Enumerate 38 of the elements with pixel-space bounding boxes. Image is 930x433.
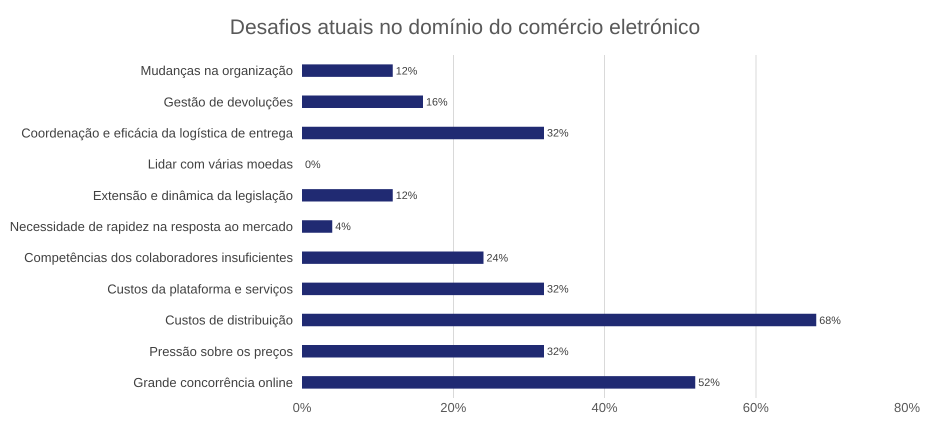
- bar: [302, 251, 484, 264]
- chart-title: Desafios atuais no domínio do comércio eletrónico: [230, 16, 700, 40]
- y-tick-label: Lidar com várias moedas: [148, 156, 294, 172]
- bar: [302, 64, 393, 77]
- bar: [302, 189, 393, 202]
- y-tick-label: Custos de distribuição: [165, 312, 293, 328]
- y-tick-label: Grande concorrência online: [133, 374, 293, 390]
- data-label: 32%: [547, 284, 570, 296]
- y-tick-label: Coordenação e eficácia da logística de entrega: [21, 126, 294, 140]
- y-tick-label: Extensão e dinâmica da legislação: [92, 188, 293, 203]
- x-tick-label: 80%: [894, 400, 920, 415]
- bar: [302, 314, 816, 326]
- y-tick-label: Gestão de devoluções: [164, 94, 294, 110]
- y-tick-label: Competências dos colaboradores insuficientes: [24, 250, 294, 266]
- data-label: 16%: [426, 96, 448, 109]
- bar: [302, 220, 332, 233]
- bar: [302, 376, 696, 389]
- data-label: 68%: [819, 314, 842, 327]
- data-label: 32%: [547, 346, 570, 358]
- data-label: 12%: [396, 65, 418, 78]
- y-tick-label: Pressão sobre os preços: [149, 344, 294, 359]
- data-label: 12%: [396, 190, 418, 202]
- data-label: 24%: [486, 252, 509, 264]
- data-label: 0%: [305, 158, 322, 171]
- bar: [302, 96, 423, 108]
- bar: [302, 126, 544, 140]
- x-tick-label: 20%: [440, 400, 467, 415]
- y-tick-label: Custos da plataforma e serviços: [107, 281, 294, 296]
- x-tick-label: 0%: [292, 400, 312, 415]
- x-tick-label: 60%: [742, 400, 770, 415]
- bar: [302, 282, 544, 296]
- data-label: 52%: [698, 377, 720, 390]
- data-label: 4%: [335, 221, 352, 234]
- bar: [302, 344, 544, 358]
- data-label: 32%: [547, 128, 570, 140]
- y-tick-label: Mudanças na organização: [140, 63, 293, 78]
- y-tick-label: Necessidade de rapidez na resposta ao mercado: [10, 219, 293, 234]
- x-tick-label: 40%: [591, 400, 618, 415]
